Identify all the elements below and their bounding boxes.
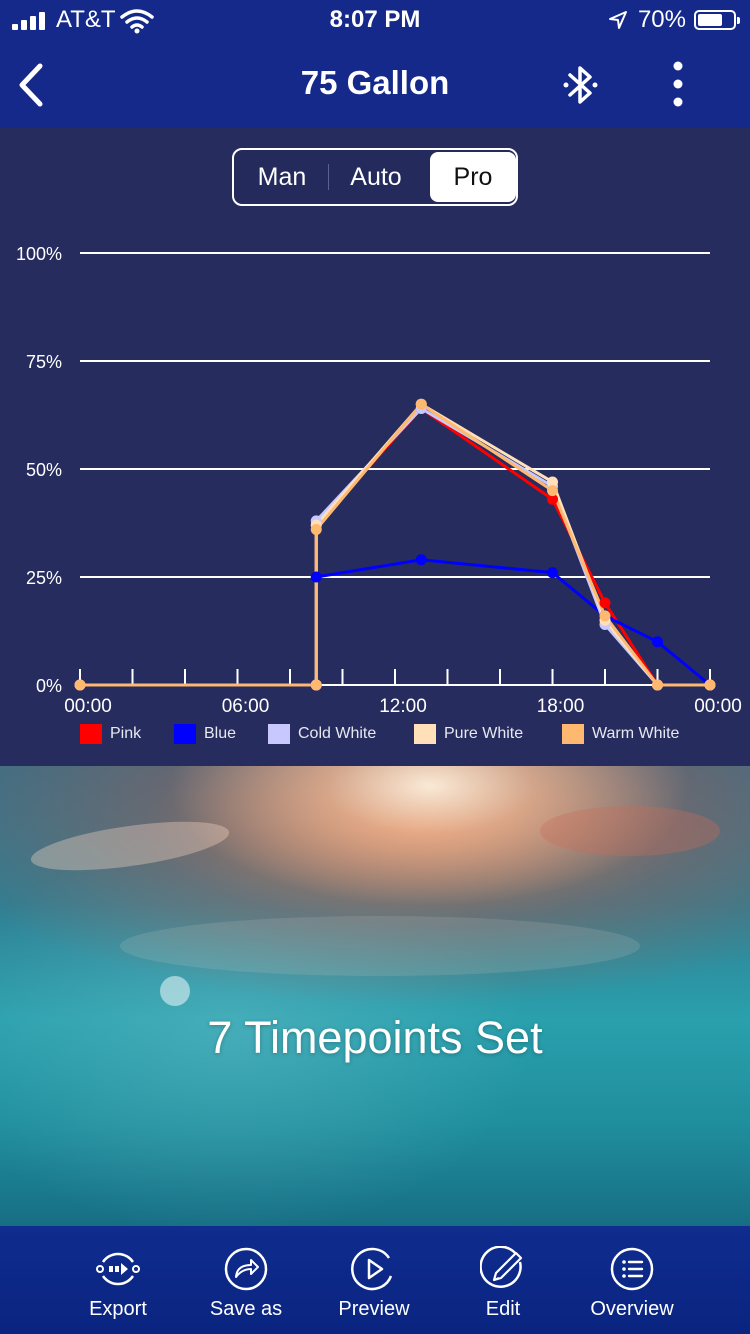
edit-pen-icon (480, 1246, 523, 1288)
legend-label: Warm White (592, 725, 680, 742)
y-tick-label: 100% (16, 244, 62, 264)
list-icon (610, 1247, 654, 1291)
wifi-icon (120, 9, 154, 34)
legend-item: Cold White (268, 724, 376, 744)
legend-item: Warm White (562, 724, 679, 744)
y-tick-label: 50% (26, 460, 62, 480)
series-line (80, 407, 710, 687)
series-point (652, 636, 663, 648)
series-point (74, 679, 86, 691)
legend-swatch (174, 724, 196, 744)
series-point (547, 485, 558, 497)
mode-segmented-control: Man Auto Pro (232, 148, 518, 206)
save-as-label: Save as (209, 1298, 283, 1320)
chart-legend: Pink Blue Cold White Pure White Warm White (0, 724, 750, 748)
preview-button[interactable]: Preview (314, 1246, 434, 1321)
tab-man[interactable]: Man (257, 163, 307, 191)
y-tick-label: 0% (36, 676, 62, 696)
battery-percent: 70% (637, 6, 686, 33)
legend-label: Pink (110, 725, 142, 742)
series-point (547, 493, 558, 505)
series-point (415, 398, 427, 410)
y-tick-label: 25% (26, 568, 62, 588)
x-tick-label: 18:00 (537, 696, 585, 717)
series-line (80, 558, 711, 687)
legend-item: Pink (80, 724, 141, 744)
series-point (704, 679, 716, 691)
battery-icon (694, 10, 740, 30)
underwater-background-image: 7 Timepoints Set (0, 766, 750, 1226)
series-point (599, 597, 611, 609)
legend-swatch (80, 724, 102, 744)
cellular-signal-icon (12, 12, 48, 30)
status-time: 8:07 PM (329, 6, 421, 33)
carrier-name: AT&T (56, 6, 116, 33)
series-line (80, 407, 710, 687)
segment-divider (328, 164, 329, 190)
edit-label: Edit (485, 1298, 521, 1320)
x-tick-label: 00:00 (694, 696, 742, 717)
page-title: 75 Gallon (300, 64, 450, 101)
legend-swatch (562, 724, 584, 744)
legend-label: Pure White (444, 725, 524, 742)
export-button[interactable]: Export (58, 1246, 178, 1321)
series-point (310, 679, 322, 691)
bluetooth-icon[interactable] (562, 62, 600, 108)
light-schedule-chart: 0% 25% 50% 75% 100% 00:00 06:00 12:00 18:00 00:00 (16, 244, 742, 717)
legend-label: Blue (204, 725, 237, 742)
series-point (652, 679, 663, 691)
navigation-bar: 75 Gallon (0, 40, 750, 128)
legend-swatch (414, 724, 436, 744)
back-chevron-icon[interactable] (14, 62, 48, 108)
legend-label: Cold White (298, 725, 377, 742)
bottom-toolbar: Export Save as Preview Edit Overview (0, 1226, 750, 1334)
series-point (310, 523, 322, 535)
series-line (80, 402, 710, 687)
series-point (547, 476, 558, 488)
series-line (80, 402, 710, 687)
preview-label: Preview (338, 1298, 410, 1320)
location-arrow-icon (609, 11, 627, 29)
edit-button[interactable]: Edit (443, 1246, 563, 1321)
x-tick-label: 12:00 (379, 696, 427, 717)
overview-label: Overview (590, 1298, 674, 1320)
y-tick-label: 75% (26, 352, 62, 372)
more-options-icon[interactable] (664, 60, 692, 108)
save-as-button[interactable]: Save as (186, 1246, 306, 1321)
share-arrow-icon (224, 1247, 268, 1291)
play-circle-icon (351, 1247, 393, 1291)
series-point (599, 610, 611, 622)
overview-button[interactable]: Overview (572, 1246, 692, 1321)
tab-pro[interactable]: Pro (430, 152, 516, 202)
legend-item: Pure White (414, 724, 523, 744)
export-icon (96, 1252, 140, 1286)
series-point (547, 567, 558, 579)
tab-auto[interactable]: Auto (350, 163, 402, 191)
export-label: Export (89, 1298, 147, 1320)
legend-item: Blue (174, 724, 236, 744)
series-point (310, 571, 322, 583)
status-bar: AT&T 8:07 PM 70% (0, 0, 750, 40)
timepoints-status-text: 7 Timepoints Set (207, 1012, 543, 1063)
x-tick-label: 06:00 (222, 696, 270, 717)
legend-swatch (268, 724, 290, 744)
series-point (415, 554, 427, 566)
x-tick-label: 00:00 (64, 696, 112, 717)
